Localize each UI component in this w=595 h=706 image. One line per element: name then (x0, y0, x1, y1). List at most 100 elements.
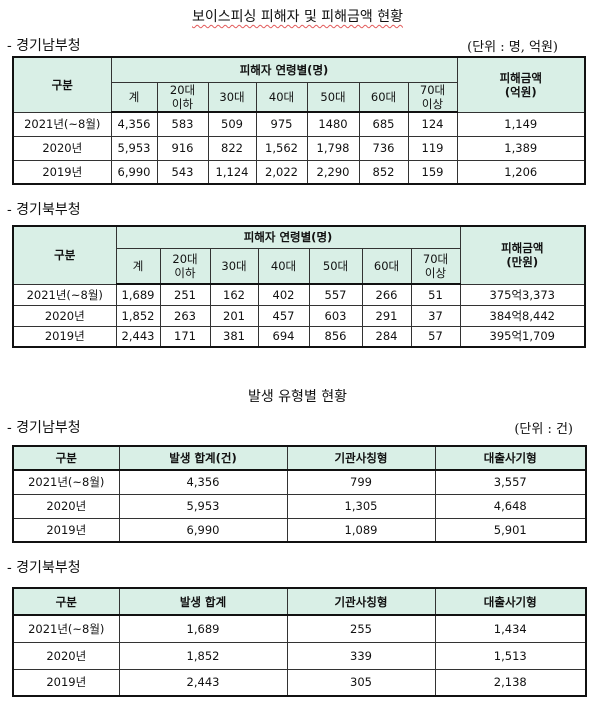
header-total: 발생 합계 (118, 587, 288, 616)
cell-value: 2,290 (306, 159, 360, 185)
cell-value: 1480 (306, 111, 360, 137)
cell-value: 1,689 (118, 614, 288, 643)
cell-value: 1,124 (207, 159, 257, 185)
header-impersonation: 기관사칭형 (286, 445, 436, 471)
cell-value: 402 (257, 283, 310, 306)
row-year: 2021년(~8월) (12, 283, 117, 306)
cell-value: 685 (358, 111, 409, 137)
section-label-north: - 경기북부청 (7, 202, 81, 218)
table-row: 2021년(~8월) 1,689 255 1,434 (12, 614, 587, 643)
cell-value: 1,305 (286, 493, 436, 519)
cell-value: 201 (209, 304, 259, 327)
header-gubun: 구분 (12, 225, 117, 285)
cell-value: 51 (410, 283, 461, 306)
cell-value: 557 (308, 283, 363, 306)
cell-value: 1,852 (118, 641, 288, 670)
table-row: 2021년(~8월) 4,356 583 509 975 1480 685 12… (12, 111, 586, 137)
cell-value: 5,901 (434, 517, 587, 543)
header-col-20s: 20대 이하 (159, 247, 211, 285)
header-amount: 피해금액 (억원) (456, 56, 586, 113)
cell-value: 263 (159, 304, 211, 327)
type-section-label-north: - 경기북부청 (7, 560, 81, 576)
cell-amount: 1,389 (456, 135, 586, 161)
cell-value: 852 (358, 159, 409, 185)
header-age-group: 피해자 연령별(명) (110, 56, 458, 83)
cell-value: 57 (410, 325, 461, 348)
cell-amount: 1,206 (456, 159, 586, 185)
cell-value: 251 (159, 283, 211, 306)
victims-table-south: 구분 피해자 연령별(명) 피해금액 (억원) 계 20대 이하 30대 40대… (12, 56, 586, 185)
cell-value: 4,356 (118, 469, 288, 495)
row-year: 2020년 (12, 493, 120, 519)
header-col-total: 계 (115, 247, 161, 285)
cell-amount: 395억1,709 (459, 325, 586, 348)
header-col-50s: 50대 (306, 81, 360, 113)
cell-value: 736 (358, 135, 409, 161)
header-col-70s: 70대 이상 (407, 81, 458, 113)
header-col-40s: 40대 (257, 247, 310, 285)
row-year: 2020년 (12, 135, 112, 161)
table-row: 2019년 2,443 171 381 694 856 284 57 395억1… (12, 325, 586, 348)
cell-value: 6,990 (118, 517, 288, 543)
cell-value: 822 (207, 135, 257, 161)
table-row: 2021년(~8월) 1,689 251 162 402 557 266 51 … (12, 283, 586, 306)
type-table-south: 구분 발생 합계(건) 기관사칭형 대출사기형 2021년(~8월) 4,356… (12, 445, 587, 543)
row-year: 2021년(~8월) (12, 111, 112, 137)
table-row: 2019년 6,990 1,089 5,901 (12, 517, 587, 543)
cell-value: 4,356 (110, 111, 158, 137)
cell-value: 305 (286, 668, 436, 697)
header-gubun: 구분 (12, 56, 112, 113)
cell-value: 2,443 (115, 325, 161, 348)
cell-value: 1,513 (434, 641, 587, 670)
header-impersonation: 기관사칭형 (286, 587, 436, 616)
header-age-group: 피해자 연령별(명) (115, 225, 461, 249)
header-col-40s: 40대 (255, 81, 308, 113)
unit-label-south: (단위 : 명, 억원) (467, 40, 558, 55)
cell-value: 119 (407, 135, 458, 161)
header-total: 발생 합계(건) (118, 445, 288, 471)
cell-amount: 375억3,373 (459, 283, 586, 306)
cell-value: 171 (159, 325, 211, 348)
row-year: 2021년(~8월) (12, 614, 120, 643)
cell-value: 2,138 (434, 668, 587, 697)
row-year: 2019년 (12, 517, 120, 543)
cell-amount: 384억8,442 (459, 304, 586, 327)
cell-value: 1,689 (115, 283, 161, 306)
cell-value: 799 (286, 469, 436, 495)
header-loan-fraud: 대출사기형 (434, 587, 587, 616)
table-row: 2020년 5,953 1,305 4,648 (12, 493, 587, 519)
cell-value: 1,852 (115, 304, 161, 327)
row-year: 2021년(~8월) (12, 469, 120, 495)
cell-value: 543 (156, 159, 209, 185)
cell-value: 694 (257, 325, 310, 348)
section2-title: 발생 유형별 현황 (247, 389, 348, 405)
header-col-30s: 30대 (209, 247, 259, 285)
cell-value: 381 (209, 325, 259, 348)
victims-table-north: 구분 피해자 연령별(명) 피해금액 (만원) 계 20대 이하 30대 40대… (12, 225, 586, 348)
cell-value: 291 (361, 304, 412, 327)
cell-value: 284 (361, 325, 412, 348)
cell-value: 1,089 (286, 517, 436, 543)
cell-value: 916 (156, 135, 209, 161)
cell-value: 255 (286, 614, 436, 643)
cell-value: 1,562 (255, 135, 308, 161)
section-label-south: - 경기남부청 (7, 38, 81, 54)
cell-value: 37 (410, 304, 461, 327)
table-row: 2020년 1,852 263 201 457 603 291 37 384억8… (12, 304, 586, 327)
row-year: 2020년 (12, 304, 117, 327)
row-year: 2020년 (12, 641, 120, 670)
header-col-50s: 50대 (308, 247, 363, 285)
cell-value: 5,953 (118, 493, 288, 519)
cell-value: 2,022 (255, 159, 308, 185)
header-loan-fraud: 대출사기형 (434, 445, 587, 471)
header-col-60s: 60대 (358, 81, 409, 113)
cell-value: 1,798 (306, 135, 360, 161)
cell-value: 603 (308, 304, 363, 327)
cell-amount: 1,149 (456, 111, 586, 137)
cell-value: 339 (286, 641, 436, 670)
table-row: 2019년 6,990 543 1,124 2,022 2,290 852 15… (12, 159, 586, 185)
header-gubun: 구분 (12, 587, 120, 616)
page-title: 보이스피싱 피해자 및 피해금액 현황 (192, 9, 403, 25)
header-col-total: 계 (110, 81, 158, 113)
cell-value: 2,443 (118, 668, 288, 697)
